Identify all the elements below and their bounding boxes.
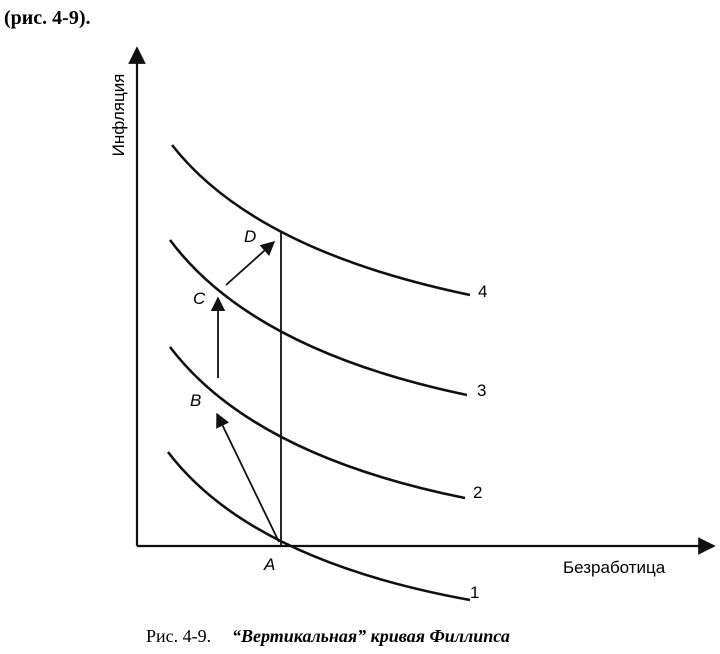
point-label: C: [193, 289, 206, 308]
caption-number: Рис. 4-9.: [146, 626, 211, 646]
header: (рис. 4-9).: [4, 7, 91, 29]
arrow: [216, 412, 280, 543]
curve-label: 3: [477, 381, 486, 400]
curve-label: 2: [473, 483, 482, 502]
curve: [170, 144, 471, 297]
x-axis-label: Безработица: [563, 558, 666, 577]
y-axis-label: Инфляция: [109, 74, 128, 157]
point-label: A: [263, 555, 275, 574]
curve-label: 4: [478, 282, 487, 301]
point-label: D: [244, 227, 256, 246]
point-label: B: [190, 391, 201, 410]
curve-label: 1: [470, 583, 479, 602]
curve: [168, 239, 468, 397]
caption-title: “Вертикальная” кривая Филлипса: [232, 626, 510, 646]
arrow: [225, 241, 276, 286]
curve: [166, 451, 471, 602]
curve: [168, 346, 466, 500]
